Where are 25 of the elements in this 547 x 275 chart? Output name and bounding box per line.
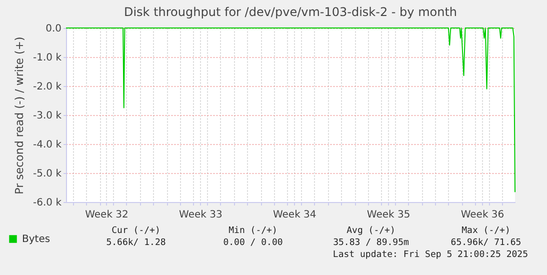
y-tick-label: -6.0 k bbox=[33, 198, 62, 208]
text: Cur (-/+) bbox=[112, 226, 160, 236]
y-tick-label: -5.0 k bbox=[33, 168, 62, 180]
y-tick-label: -3.0 k bbox=[33, 110, 62, 122]
text: 35.83 / 89.95m bbox=[333, 238, 409, 248]
x-tick-label: Week 33 bbox=[179, 210, 222, 220]
chart-title: Disk throughput for /dev/pve/vm-103-disk-2 - by month bbox=[124, 5, 458, 19]
y-axis-title: Pr second read (-) / write (+) bbox=[13, 36, 26, 194]
x-tick-label: Week 36 bbox=[460, 210, 504, 220]
x-tick-label: Week 35 bbox=[366, 210, 410, 220]
text: Avg (-/+) bbox=[346, 226, 396, 236]
text: 65.96k/ 71.65 bbox=[450, 238, 522, 248]
text: Max (-/+) bbox=[462, 226, 510, 236]
x-tick-label: Week 34 bbox=[272, 210, 316, 220]
text: Last update: Fri Sep 5 21:00:25 2025 bbox=[332, 250, 528, 260]
x-tick-label: Week 32 bbox=[85, 210, 128, 220]
y-tick-label: -4.0 k bbox=[33, 140, 62, 150]
y-tick-label: -1.0 k bbox=[33, 52, 62, 64]
y-tick-label: 0.0 bbox=[46, 24, 62, 34]
legend-label: Bytes bbox=[22, 234, 50, 245]
text: Min (-/+) bbox=[228, 226, 278, 236]
text: 0.00 / 0.00 bbox=[223, 238, 283, 248]
y-tick-label: -2.0 k bbox=[33, 82, 62, 92]
text: 5.66k/ 1.28 bbox=[106, 238, 166, 248]
line-series bbox=[66, 28, 516, 193]
